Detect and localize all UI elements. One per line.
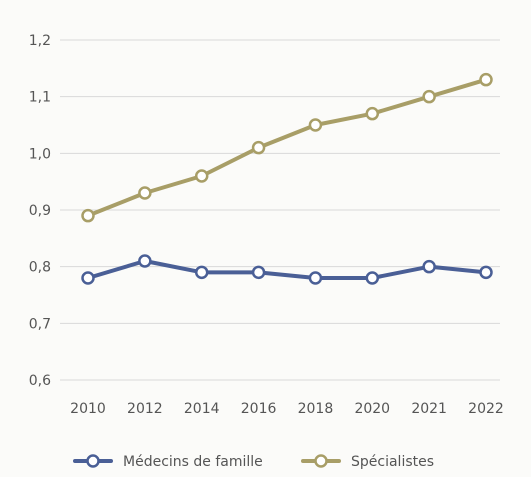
legend-swatch-marker [314, 454, 328, 468]
y-tick-label: 1,2 [29, 33, 51, 49]
legend-label: Médecins de famille [123, 454, 263, 470]
x-axis-tick-labels: 2010 2012 2014 2016 2018 2020 2021 2022 [70, 401, 504, 417]
y-tick-label: 1,0 [29, 146, 51, 162]
data-point [251, 265, 266, 280]
data-point [308, 271, 323, 285]
grid-layer [60, 39, 500, 381]
data-point [81, 271, 95, 285]
data-point [194, 169, 209, 183]
data-point [365, 271, 380, 285]
series-line [86, 259, 488, 280]
x-tick-label: 2021 [411, 401, 447, 417]
series-line [86, 77, 488, 218]
data-point [479, 265, 493, 280]
data-point [251, 140, 266, 155]
x-tick-label: 2012 [127, 401, 163, 417]
x-tick-label: 2010 [70, 401, 106, 417]
x-tick-label: 2016 [241, 401, 277, 417]
data-point [138, 254, 152, 268]
y-axis-tick-labels: 0,6 0,7 0,8 0,9 1,0 1,1 1,2 [29, 33, 51, 389]
x-tick-label: 2014 [184, 401, 220, 417]
data-point [194, 265, 209, 280]
series-layer [81, 72, 493, 285]
series-1 [81, 254, 493, 285]
data-point [479, 72, 493, 87]
y-tick-label: 1,1 [29, 90, 51, 106]
y-tick-label: 0,7 [29, 316, 51, 332]
data-point [308, 118, 323, 132]
legend-label: Spécialistes [351, 454, 434, 470]
legend-swatch-marker [86, 454, 100, 468]
legend-item: Médecins de famille [73, 454, 263, 470]
data-point [422, 259, 436, 274]
y-tick-label: 0,9 [29, 203, 51, 219]
x-tick-label: 2020 [354, 401, 390, 417]
legend: Médecins de famille Spécialistes [73, 454, 434, 470]
data-point [138, 186, 152, 200]
x-tick-label: 2018 [298, 401, 334, 417]
data-point [422, 89, 436, 104]
series-2 [81, 72, 493, 223]
y-tick-label: 0,8 [29, 260, 51, 276]
y-tick-label: 0,6 [29, 373, 51, 389]
data-point [81, 208, 95, 223]
data-point [365, 106, 380, 121]
legend-item: Spécialistes [301, 454, 434, 470]
x-tick-label: 2022 [468, 401, 504, 417]
